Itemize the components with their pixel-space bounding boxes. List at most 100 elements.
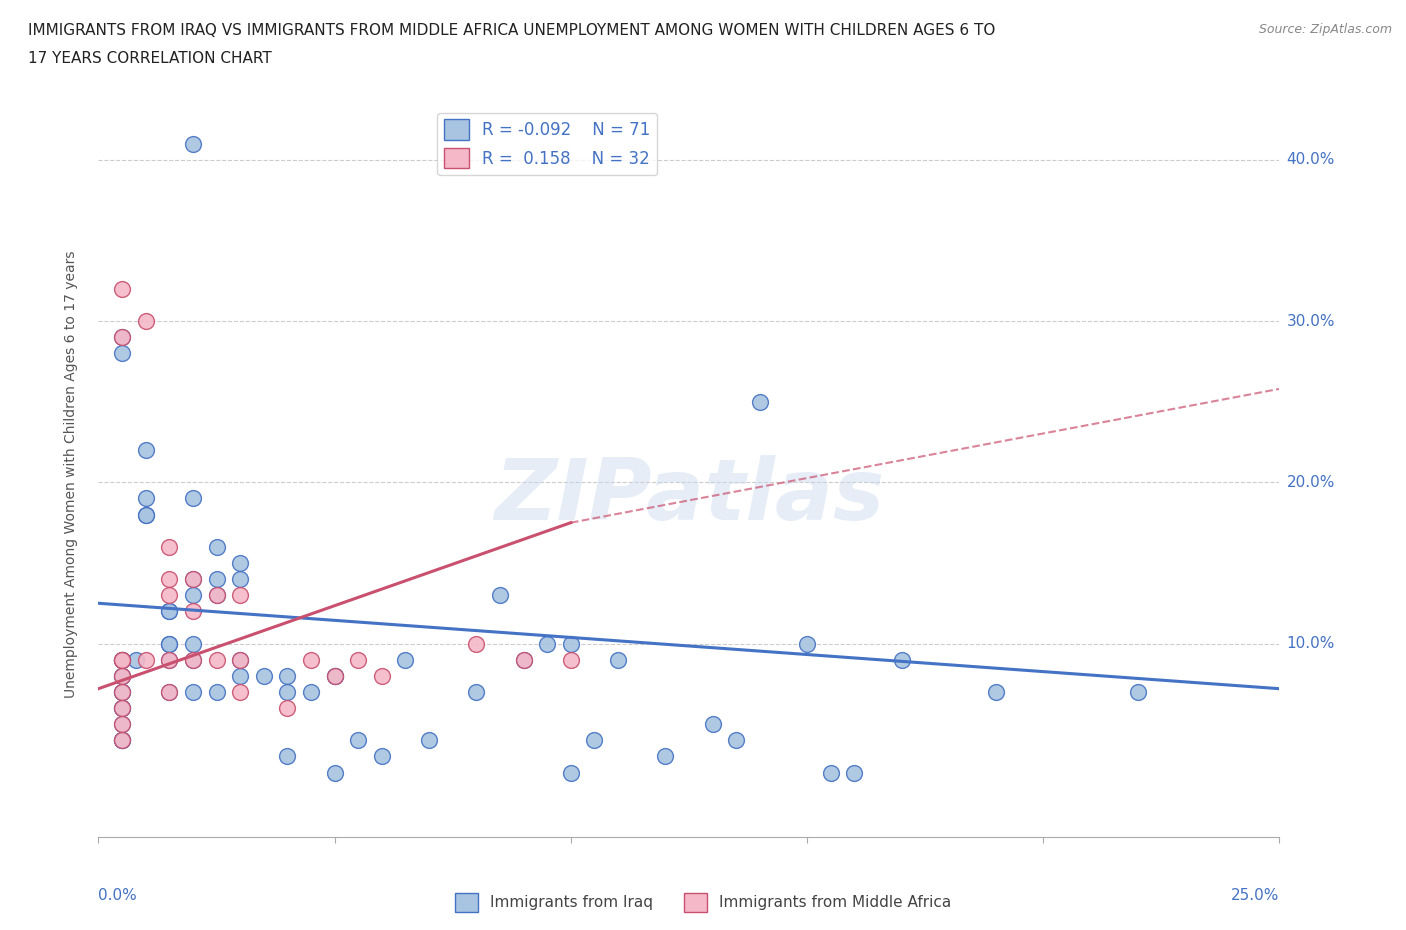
Point xyxy=(299,652,322,667)
Point xyxy=(323,669,346,684)
Point xyxy=(135,507,157,522)
Point xyxy=(157,636,180,651)
Point xyxy=(890,652,912,667)
Point xyxy=(111,733,134,748)
Point xyxy=(111,700,134,715)
Point xyxy=(371,749,394,764)
Legend: Immigrants from Iraq, Immigrants from Middle Africa: Immigrants from Iraq, Immigrants from Mi… xyxy=(449,887,957,918)
Point xyxy=(111,652,134,667)
Point xyxy=(111,669,134,684)
Point xyxy=(157,684,180,699)
Text: 17 YEARS CORRELATION CHART: 17 YEARS CORRELATION CHART xyxy=(28,51,271,66)
Point xyxy=(111,684,134,699)
Point xyxy=(418,733,440,748)
Point xyxy=(607,652,630,667)
Point xyxy=(111,717,134,732)
Point xyxy=(512,652,534,667)
Point xyxy=(654,749,676,764)
Point xyxy=(205,684,228,699)
Point xyxy=(111,330,134,345)
Point xyxy=(347,733,370,748)
Point xyxy=(111,733,134,748)
Point xyxy=(157,572,180,587)
Point xyxy=(371,669,394,684)
Point xyxy=(111,652,134,667)
Point xyxy=(394,652,416,667)
Point xyxy=(229,652,252,667)
Point xyxy=(157,652,180,667)
Point xyxy=(181,137,204,152)
Point xyxy=(276,700,298,715)
Point xyxy=(181,588,204,603)
Y-axis label: Unemployment Among Women with Children Ages 6 to 17 years: Unemployment Among Women with Children A… xyxy=(63,250,77,698)
Point xyxy=(489,588,512,603)
Point xyxy=(844,765,866,780)
Point xyxy=(111,669,134,684)
Point xyxy=(229,572,252,587)
Point xyxy=(111,684,134,699)
Text: IMMIGRANTS FROM IRAQ VS IMMIGRANTS FROM MIDDLE AFRICA UNEMPLOYMENT AMONG WOMEN W: IMMIGRANTS FROM IRAQ VS IMMIGRANTS FROM … xyxy=(28,23,995,38)
Point xyxy=(205,539,228,554)
Point xyxy=(725,733,748,748)
Point xyxy=(111,652,134,667)
Point xyxy=(181,684,204,699)
Text: 40.0%: 40.0% xyxy=(1286,153,1334,167)
Point xyxy=(205,572,228,587)
Text: 10.0%: 10.0% xyxy=(1286,636,1334,651)
Point xyxy=(111,282,134,297)
Legend: R = -0.092    N = 71, R =  0.158    N = 32: R = -0.092 N = 71, R = 0.158 N = 32 xyxy=(437,113,657,175)
Point xyxy=(1126,684,1149,699)
Point xyxy=(229,652,252,667)
Text: 30.0%: 30.0% xyxy=(1286,313,1334,328)
Point xyxy=(181,652,204,667)
Point xyxy=(299,684,322,699)
Point xyxy=(229,684,252,699)
Point xyxy=(583,733,606,748)
Point xyxy=(229,669,252,684)
Point xyxy=(181,636,204,651)
Point xyxy=(205,588,228,603)
Point xyxy=(135,443,157,458)
Point xyxy=(796,636,818,651)
Point xyxy=(465,636,488,651)
Point xyxy=(323,765,346,780)
Point xyxy=(181,572,204,587)
Text: ZIPatlas: ZIPatlas xyxy=(494,455,884,538)
Point xyxy=(205,588,228,603)
Point xyxy=(465,684,488,699)
Point xyxy=(181,572,204,587)
Point xyxy=(205,652,228,667)
Point xyxy=(702,717,724,732)
Point xyxy=(111,733,134,748)
Point xyxy=(111,346,134,361)
Point xyxy=(560,652,582,667)
Point xyxy=(347,652,370,667)
Point xyxy=(111,717,134,732)
Point xyxy=(125,652,148,667)
Point xyxy=(157,684,180,699)
Point xyxy=(157,636,180,651)
Point xyxy=(181,604,204,618)
Text: Source: ZipAtlas.com: Source: ZipAtlas.com xyxy=(1258,23,1392,36)
Point xyxy=(135,652,157,667)
Point xyxy=(111,700,134,715)
Point xyxy=(253,669,276,684)
Point xyxy=(157,652,180,667)
Point xyxy=(276,684,298,699)
Point xyxy=(157,588,180,603)
Point xyxy=(111,700,134,715)
Text: 20.0%: 20.0% xyxy=(1286,475,1334,490)
Point xyxy=(536,636,558,651)
Point xyxy=(135,313,157,328)
Point xyxy=(560,636,582,651)
Point xyxy=(111,652,134,667)
Point xyxy=(984,684,1007,699)
Point xyxy=(323,669,346,684)
Point xyxy=(512,652,534,667)
Point xyxy=(111,330,134,345)
Text: 25.0%: 25.0% xyxy=(1232,888,1279,903)
Point xyxy=(323,669,346,684)
Point xyxy=(276,669,298,684)
Point xyxy=(560,765,582,780)
Point xyxy=(748,394,770,409)
